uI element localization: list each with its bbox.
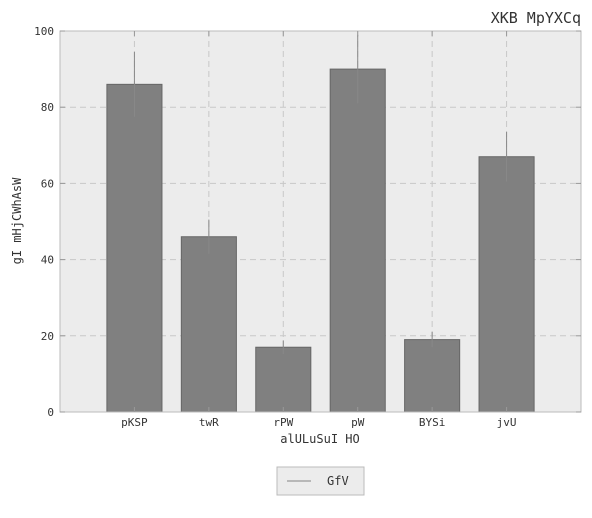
bar-jvU — [478, 156, 535, 413]
x-axis-ticks: pKSP twR rPW pW BYSi jvU — [121, 31, 517, 429]
x-axis-label: alULuSuI HO — [280, 432, 359, 446]
bars — [106, 68, 535, 413]
y-tick-label: 80 — [41, 101, 54, 114]
x-tick-label: rPW — [273, 416, 293, 429]
legend: GfV — [276, 466, 365, 496]
y-tick-label: 100 — [34, 25, 54, 38]
y-tick-label: 60 — [41, 177, 54, 190]
chart-title: XKB MpYXCq — [491, 9, 581, 27]
bar-twR — [180, 236, 237, 413]
y-axis-label: gI mHjCWhAsW — [10, 177, 24, 264]
bar-rPW — [255, 346, 312, 413]
y-tick-label: 0 — [47, 406, 54, 419]
error-bars — [133, 34, 508, 355]
x-tick-label: BYSi — [419, 416, 446, 429]
x-tick-label: jvU — [497, 416, 517, 429]
y-tick-label: 20 — [41, 330, 54, 343]
plot-frame — [59, 30, 582, 413]
x-tick-label: pW — [351, 416, 365, 429]
bar-pW — [329, 68, 386, 413]
bar-BYSi — [404, 339, 461, 413]
x-tick-label: pKSP — [121, 416, 148, 429]
y-axis-ticks: 0 20 40 60 80 100 — [34, 25, 581, 419]
y-tick-label: 40 — [41, 254, 54, 267]
bar-pKSP — [106, 83, 163, 413]
x-tick-label: twR — [199, 416, 219, 429]
legend-label: GfV — [327, 474, 349, 488]
